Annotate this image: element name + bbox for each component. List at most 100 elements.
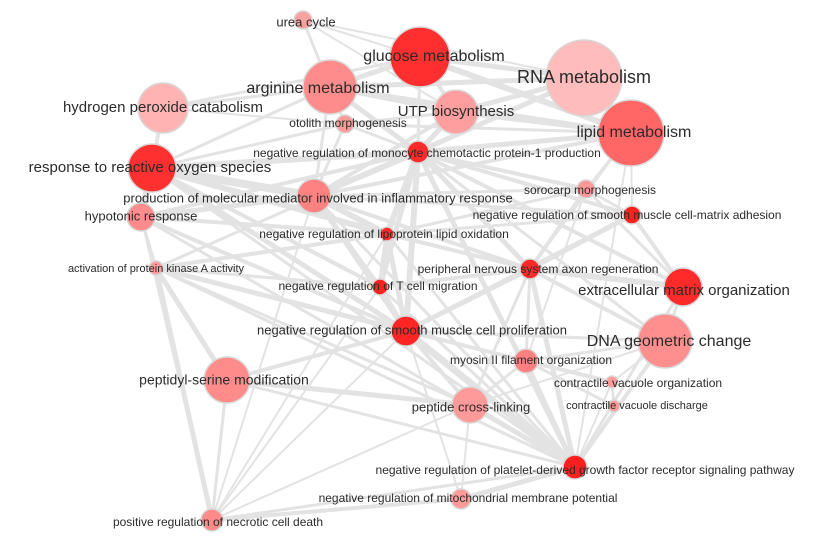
node-pdgf[interactable] (562, 454, 588, 480)
node-ros[interactable] (127, 143, 177, 193)
edge-myosin-cvorg (524, 359, 614, 384)
edge-myosin-cvdis (524, 359, 616, 408)
edge-smcprolif-dna (404, 329, 667, 343)
edge-pka-tcell (154, 266, 382, 289)
edge-sorocarp-ecm (584, 187, 685, 289)
edge-serine-crosslink (224, 377, 473, 408)
edge-pka-mcp1 (154, 150, 420, 270)
node-label-lipox: negative regulation of lipoprotein lipid… (259, 227, 509, 241)
node-label-urea: urea cycle (276, 14, 335, 29)
edge-lipox-sorocarp (385, 187, 588, 236)
node-label-pka: activation of protein kinase A activity (68, 263, 245, 275)
node-sorocarp[interactable] (576, 179, 596, 199)
edge-ros-otolith (150, 122, 347, 170)
edge-mcp1-ecm (416, 150, 685, 289)
node-label-crosslink: peptide cross-linking (412, 399, 531, 414)
edge-lipid-mcp1 (415, 130, 634, 155)
node-rna[interactable] (545, 39, 623, 117)
node-label-necrotic: positive regulation of necrotic cell dea… (113, 515, 323, 529)
edge-sorocarp-myosin (525, 188, 587, 362)
labels-layer: urea cycle glucose metabolism RNA metaboli… (29, 14, 795, 529)
node-hypotonic[interactable] (126, 202, 156, 232)
edge-ros-mcp1 (149, 149, 421, 171)
edge-h2o2-otolith (162, 107, 346, 125)
node-label-h2o2: hydrogen peroxide catabolism (63, 99, 263, 116)
node-label-pdgf: negative regulation of platelet-derived … (376, 463, 795, 477)
node-serine[interactable] (203, 356, 251, 404)
node-label-glucose: glucose metabolism (363, 48, 504, 65)
node-label-tcell: negative regulation of T cell migration (278, 279, 477, 293)
node-label-utp: UTP biosynthesis (398, 103, 514, 120)
node-smcprolif[interactable] (390, 315, 422, 347)
node-h2o2[interactable] (137, 82, 189, 134)
edge-lipox-smcadh (385, 213, 634, 236)
edge-pnsaxon-crosslink (468, 267, 532, 407)
edge-pdgf-mito (458, 464, 578, 502)
edge-pdgf-inflam (312, 194, 577, 469)
node-mcp1[interactable] (406, 140, 430, 164)
node-cvdis[interactable] (607, 399, 621, 413)
edge-mcp1-dna (416, 150, 667, 343)
node-pnsaxon[interactable] (519, 258, 541, 280)
edge-arginine-ros (150, 85, 332, 170)
edge-pdgf-hypotonic (139, 215, 577, 469)
node-tcell[interactable] (371, 278, 389, 296)
edge-pdgf-necrotic (210, 465, 577, 522)
edge-crosslink-necrotic (211, 404, 471, 521)
edge-pka-crosslink (154, 266, 472, 407)
node-glucose[interactable] (389, 26, 451, 88)
edge-myosin-pdgf (524, 359, 577, 469)
node-necrotic[interactable] (200, 508, 224, 532)
node-crosslink[interactable] (451, 386, 489, 424)
node-label-serine: peptidyl-serine modification (139, 372, 309, 388)
edge-pdgf-lipid (574, 132, 632, 468)
nodes-layer (126, 10, 703, 532)
edge-mcp1-pnsaxon (415, 149, 533, 272)
edge-arginine-h2o2 (161, 85, 332, 110)
node-ecm[interactable] (663, 267, 703, 307)
edge-hypotonic-mcp1 (139, 150, 420, 219)
node-pka[interactable] (148, 260, 164, 276)
edge-pka-pdgf (154, 266, 577, 469)
node-mito[interactable] (450, 488, 472, 510)
node-label-dna: DNA geometric change (587, 333, 752, 350)
node-label-cvorg: contractile vacuole organization (554, 376, 722, 390)
node-inflam[interactable] (296, 178, 332, 214)
edge-mcp1-smcadh (416, 150, 634, 217)
node-utp[interactable] (433, 89, 479, 135)
node-cvorg[interactable] (605, 375, 619, 389)
edge-hypotonic-inflam (138, 193, 317, 220)
node-lipid[interactable] (597, 99, 665, 167)
edge-necrotic-lipox (211, 233, 388, 521)
edge-ros-pdgf (150, 166, 577, 469)
node-label-sorocarp: sorocarp morphogenesis (524, 183, 656, 197)
node-urea[interactable] (293, 10, 313, 30)
edge-smcprolif-myosin (404, 329, 528, 363)
edge-smcprolif-mito (405, 330, 462, 500)
edge-cvorg-pdgf (574, 381, 613, 468)
edge-serine-pdgf (225, 378, 577, 469)
edge-pnsaxon-sorocarp (528, 187, 588, 271)
edge-rna-arginine (327, 75, 587, 90)
node-label-myosin: myosin II filament organization (450, 353, 612, 367)
node-label-mito: negative regulation of mitochondrial mem… (319, 491, 618, 505)
node-label-mcp1: negative regulation of monocyte chemotac… (253, 146, 601, 160)
node-lipox[interactable] (379, 226, 395, 242)
node-otolith[interactable] (335, 114, 355, 134)
edge-pnsaxon-myosin (524, 267, 532, 363)
node-label-ecm: extracellular matrix organization (578, 282, 790, 299)
node-label-pnsaxon: peripheral nervous system axon regenerat… (418, 262, 659, 276)
node-myosin[interactable] (513, 348, 539, 374)
node-smcadh[interactable] (622, 205, 642, 225)
node-label-smcadh: negative regulation of smooth muscle cel… (473, 208, 782, 222)
node-label-rna: RNA metabolism (517, 67, 651, 87)
node-arginine[interactable] (302, 59, 358, 115)
node-label-arginine: arginine metabolism (246, 80, 389, 97)
node-label-inflam: production of molecular mediator involve… (123, 190, 512, 205)
edge-necrotic-inflam (211, 195, 315, 521)
edge-mcp1-otolith (343, 122, 420, 154)
edge-lipox-pnsaxon (385, 232, 532, 271)
edge-necrotic-tcell (211, 286, 381, 521)
node-label-otolith: otolith morphogenesis (289, 116, 406, 130)
node-dna[interactable] (637, 313, 693, 369)
